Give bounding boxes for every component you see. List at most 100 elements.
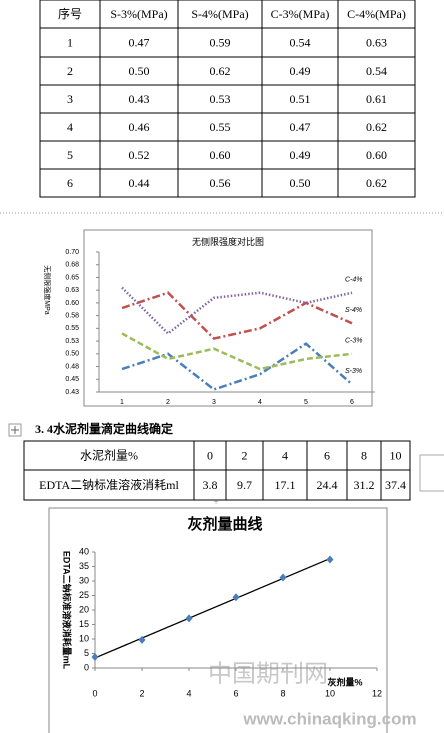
y-tick-label: 0.65 bbox=[65, 274, 79, 281]
watermark: www.chinaqking.com bbox=[242, 709, 416, 728]
move-icon bbox=[8, 423, 22, 437]
plus: + bbox=[213, 497, 218, 507]
cell-text: 4 bbox=[282, 448, 288, 462]
y-tick-label: 0.63 bbox=[65, 287, 79, 294]
table-cell bbox=[261, 168, 339, 198]
table-cell bbox=[177, 0, 263, 29]
series-label: C-4% bbox=[345, 277, 363, 284]
cell-text: 0.62 bbox=[366, 176, 387, 190]
table-cell bbox=[261, 112, 339, 142]
table-cell bbox=[99, 112, 179, 142]
table-cell bbox=[193, 440, 227, 471]
table-cell bbox=[177, 84, 263, 114]
cell-text: 0.62 bbox=[366, 120, 387, 134]
chart-title: 无侧限强度对比图 bbox=[192, 236, 264, 247]
cell-text: 37.4 bbox=[385, 478, 406, 492]
cell-text: 31.2 bbox=[354, 478, 375, 492]
cell-text: 0.49 bbox=[290, 148, 311, 162]
cell-text: 0.54 bbox=[290, 35, 311, 49]
section-heading: 3. 4水泥剂量滴定曲线确定 bbox=[35, 421, 173, 436]
y-tick-label: 0.48 bbox=[65, 363, 79, 370]
y-axis-label: EDTA二钠标准溶液消耗量mL bbox=[62, 551, 73, 670]
chart-frame bbox=[83, 229, 373, 407]
y-tick-label: 35 bbox=[79, 561, 89, 571]
x-tick-label: 0 bbox=[92, 688, 97, 698]
table-cell bbox=[39, 27, 101, 58]
y-tick-label: 5 bbox=[84, 648, 89, 658]
x-tick-label: 6 bbox=[233, 688, 238, 698]
cell-text: 0.47 bbox=[290, 120, 311, 134]
x-tick-label: 1 bbox=[120, 399, 124, 406]
chart-frame bbox=[48, 507, 388, 733]
series-label: S-3% bbox=[345, 368, 362, 375]
table-cell bbox=[337, 84, 416, 114]
cell-text: 3.8 bbox=[203, 478, 218, 492]
cell-text: 0.52 bbox=[129, 148, 150, 162]
cell-text: 0.54 bbox=[366, 64, 387, 78]
y-tick-label: 20 bbox=[79, 604, 89, 614]
cell-text: 9.7 bbox=[237, 478, 252, 492]
series-label: C-3% bbox=[345, 338, 363, 345]
cell-text: 3 bbox=[67, 92, 73, 106]
cell-text: C-3%(MPa) bbox=[271, 7, 330, 21]
table-cell bbox=[261, 56, 339, 86]
cell-text: EDTA二钠标准溶液消耗ml bbox=[39, 477, 179, 492]
cell-text: 0.50 bbox=[129, 64, 150, 78]
cell-text: 0.59 bbox=[210, 35, 231, 49]
table-cell bbox=[99, 27, 179, 58]
side-box bbox=[419, 454, 444, 492]
cell-text: 24.4 bbox=[317, 478, 338, 492]
cell-text: 2 bbox=[67, 64, 73, 78]
x-tick-label: 5 bbox=[304, 399, 308, 406]
cell-text: 0.55 bbox=[210, 120, 231, 134]
y-tick-label: 0 bbox=[84, 662, 89, 672]
y-tick-label: 25 bbox=[79, 590, 89, 600]
cell-text: 0.62 bbox=[210, 64, 231, 78]
cell-text: 6 bbox=[324, 448, 330, 462]
x-tick-label: 2 bbox=[139, 688, 144, 698]
cell-text: 0.51 bbox=[290, 92, 311, 106]
table-cell bbox=[337, 56, 416, 86]
table-cell bbox=[99, 0, 179, 29]
point bbox=[279, 573, 287, 582]
cell-text: 17.1 bbox=[275, 478, 296, 492]
cell-text: 0.43 bbox=[129, 92, 150, 106]
table-cell bbox=[225, 440, 264, 471]
cell-text: 0.53 bbox=[210, 92, 231, 106]
table-cell bbox=[39, 168, 101, 198]
cell-text: 0.44 bbox=[129, 176, 150, 190]
table-cell bbox=[262, 469, 308, 501]
y-tick-label: 0.55 bbox=[65, 325, 79, 332]
cell-text: 序号 bbox=[58, 6, 82, 21]
table-cell bbox=[306, 440, 348, 471]
y-tick-label: 0.60 bbox=[65, 300, 79, 307]
watermark: 中国期刊网 bbox=[208, 661, 328, 688]
x-tick-label: 6 bbox=[350, 399, 354, 406]
cell-text: S-3%(MPa) bbox=[110, 7, 167, 21]
table-cell bbox=[380, 469, 411, 501]
point bbox=[138, 635, 146, 644]
cell-text: 0.60 bbox=[210, 148, 231, 162]
table-cell bbox=[337, 168, 416, 198]
point bbox=[232, 593, 240, 602]
chart-title: 灰剂量曲线 bbox=[187, 515, 262, 533]
y-tick-label: 0.68 bbox=[65, 262, 79, 269]
table-cell bbox=[39, 0, 101, 29]
y-tick-label: 30 bbox=[79, 575, 89, 585]
x-tick-label: 4 bbox=[258, 399, 262, 406]
cell-text: 0 bbox=[207, 448, 213, 462]
cell-text: 6 bbox=[67, 176, 73, 190]
x-tick-label: 8 bbox=[280, 688, 285, 698]
cell-text: 2 bbox=[242, 448, 248, 462]
x-tick-label: 12 bbox=[372, 688, 382, 698]
table-cell bbox=[346, 469, 382, 501]
y-tick-label: 10 bbox=[79, 633, 89, 643]
x-tick-label: 2 bbox=[166, 399, 170, 406]
y-axis-label: 无侧限强度MPa bbox=[43, 265, 52, 314]
x-tick-label: 4 bbox=[186, 688, 191, 698]
trendline bbox=[94, 557, 331, 659]
y-tick-label: 0.50 bbox=[65, 351, 79, 358]
x-axis-label: 灰剂量% bbox=[327, 676, 362, 687]
cell-text: 4 bbox=[67, 120, 73, 134]
